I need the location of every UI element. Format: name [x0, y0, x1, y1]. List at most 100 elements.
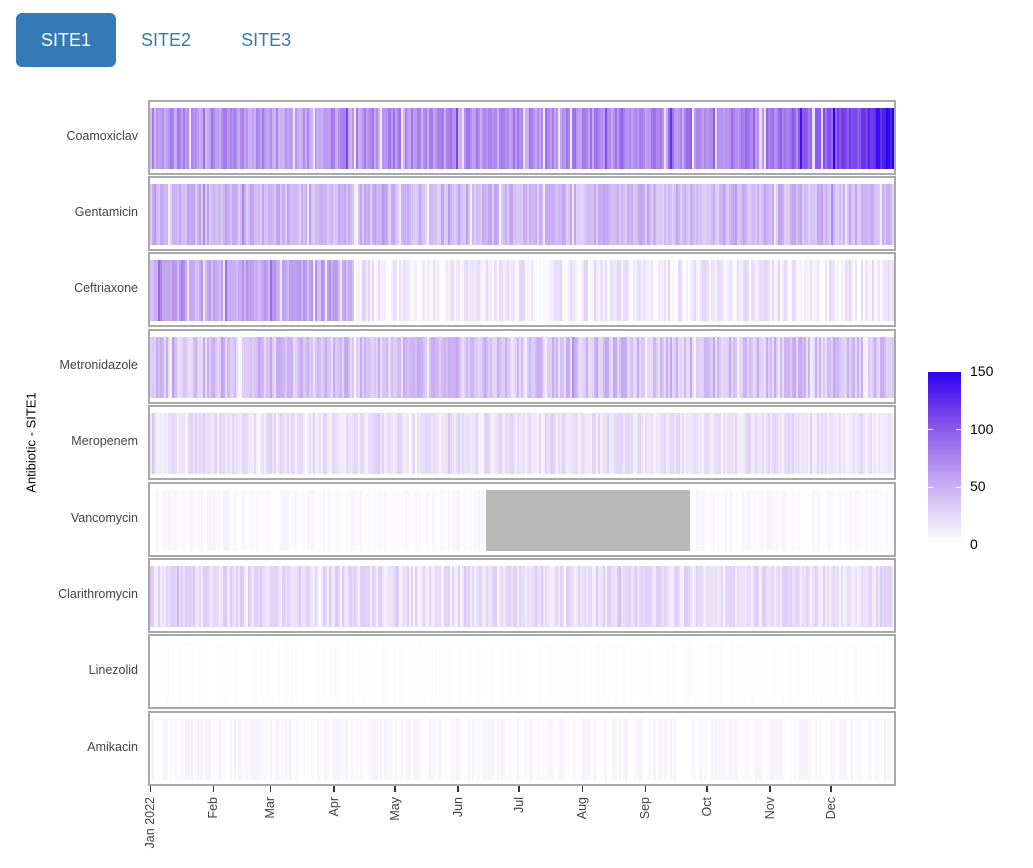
day-cell: [408, 260, 412, 321]
day-cell: [649, 566, 652, 627]
day-cell: [443, 184, 446, 245]
x-tick: [769, 786, 771, 792]
day-cell: [327, 260, 330, 321]
day-cell: [235, 719, 239, 780]
day-cell: [227, 566, 230, 627]
day-cell: [549, 413, 552, 474]
day-cell: [376, 260, 379, 321]
day-cell: [494, 490, 497, 551]
day-cell: [349, 566, 353, 627]
day-cell: [879, 719, 883, 780]
day-cell: [186, 260, 190, 321]
day-cell: [751, 719, 754, 780]
day-cell: [527, 413, 530, 474]
day-cell: [160, 184, 163, 245]
day-cell: [500, 490, 504, 551]
day-cell: [319, 719, 322, 780]
day-cell: [490, 260, 493, 321]
day-cell: [264, 337, 267, 398]
day-cell: [351, 108, 355, 169]
day-cell: [818, 566, 822, 627]
day-cell: [873, 337, 877, 398]
day-cell: [816, 108, 819, 169]
day-cell: [311, 337, 314, 398]
day-cell: [437, 719, 440, 780]
day-cell: [785, 260, 789, 321]
day-cell: [567, 108, 571, 169]
day-cell: [834, 490, 838, 551]
day-cell: [749, 337, 752, 398]
day-cell: [639, 108, 642, 169]
day-cell: [514, 566, 518, 627]
day-cell: [465, 413, 469, 474]
day-cell: [306, 719, 310, 780]
day-cell: [467, 642, 471, 703]
day-cell: [353, 108, 357, 169]
day-cell: [470, 184, 473, 245]
day-cell: [873, 719, 877, 780]
day-cell: [400, 337, 404, 398]
day-cell: [453, 184, 457, 245]
day-cell: [745, 184, 748, 245]
day-cell: [154, 719, 157, 780]
day-cell: [427, 642, 430, 703]
day-cell: [806, 260, 809, 321]
day-cell: [437, 260, 440, 321]
day-cell: [600, 490, 603, 551]
day-cell: [688, 337, 691, 398]
tab-site1[interactable]: SITE1: [16, 13, 117, 67]
day-cell: [590, 184, 593, 245]
day-cell: [441, 642, 444, 703]
day-cell: [380, 642, 383, 703]
day-cell: [472, 642, 475, 703]
day-cell: [496, 490, 499, 551]
day-cell: [516, 719, 520, 780]
day-cell: [215, 184, 218, 245]
tab-site2[interactable]: SITE2: [141, 30, 192, 50]
day-cell: [253, 490, 257, 551]
day-cell: [596, 337, 599, 398]
day-cell: [366, 108, 369, 169]
day-cell: [315, 642, 318, 703]
day-cell: [694, 490, 697, 551]
day-cell: [753, 719, 756, 780]
day-cell: [500, 719, 504, 780]
day-cell: [508, 108, 512, 169]
day-cell: [804, 337, 807, 398]
day-cell: [718, 719, 722, 780]
day-cell: [459, 490, 463, 551]
day-cell: [333, 566, 336, 627]
day-cell: [863, 566, 866, 627]
day-cell: [441, 184, 444, 245]
day-cell: [849, 108, 852, 169]
day-cell: [749, 413, 752, 474]
day-cell: [879, 337, 883, 398]
day-cell: [820, 184, 824, 245]
day-cell: [219, 490, 222, 551]
day-cell: [596, 413, 599, 474]
day-cell: [728, 184, 732, 245]
day-cell: [606, 184, 610, 245]
day-cell: [451, 490, 455, 551]
day-cell: [364, 642, 367, 703]
day-cell: [728, 642, 732, 703]
day-cell: [168, 413, 171, 474]
day-cell: [506, 108, 510, 169]
day-cell: [412, 642, 416, 703]
day-cell: [655, 260, 658, 321]
day-cell: [669, 642, 673, 703]
legend-tick-label: 100: [970, 420, 994, 437]
day-cell: [626, 337, 630, 398]
day-cell: [653, 260, 656, 321]
day-cell: [620, 642, 624, 703]
day-cell: [539, 566, 542, 627]
day-cell: [673, 337, 677, 398]
day-cell: [545, 260, 548, 321]
day-cell: [728, 337, 732, 398]
tab-site3[interactable]: SITE3: [241, 30, 292, 50]
day-cell: [573, 337, 577, 398]
day-cell: [296, 566, 300, 627]
day-cell: [545, 566, 548, 627]
day-cell: [262, 337, 265, 398]
